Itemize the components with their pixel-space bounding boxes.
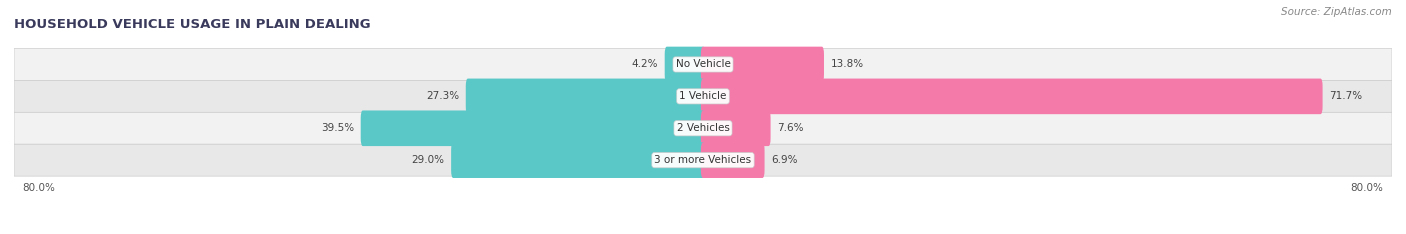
Text: 7.6%: 7.6% [778, 123, 804, 133]
FancyBboxPatch shape [700, 110, 770, 146]
Text: 4.2%: 4.2% [631, 59, 658, 69]
FancyBboxPatch shape [465, 79, 706, 114]
Text: 39.5%: 39.5% [321, 123, 354, 133]
FancyBboxPatch shape [700, 47, 824, 82]
Text: Source: ZipAtlas.com: Source: ZipAtlas.com [1281, 7, 1392, 17]
FancyBboxPatch shape [665, 47, 706, 82]
FancyBboxPatch shape [14, 112, 1392, 144]
FancyBboxPatch shape [451, 142, 706, 178]
Text: 13.8%: 13.8% [831, 59, 863, 69]
FancyBboxPatch shape [14, 144, 1392, 176]
Text: 71.7%: 71.7% [1329, 91, 1362, 101]
Text: 27.3%: 27.3% [426, 91, 460, 101]
Text: HOUSEHOLD VEHICLE USAGE IN PLAIN DEALING: HOUSEHOLD VEHICLE USAGE IN PLAIN DEALING [14, 18, 371, 31]
Text: 2 Vehicles: 2 Vehicles [676, 123, 730, 133]
Text: 80.0%: 80.0% [22, 183, 56, 193]
Text: 1 Vehicle: 1 Vehicle [679, 91, 727, 101]
Text: No Vehicle: No Vehicle [675, 59, 731, 69]
FancyBboxPatch shape [700, 79, 1323, 114]
FancyBboxPatch shape [361, 110, 706, 146]
FancyBboxPatch shape [700, 142, 765, 178]
FancyBboxPatch shape [14, 48, 1392, 80]
Text: 3 or more Vehicles: 3 or more Vehicles [654, 155, 752, 165]
Text: 80.0%: 80.0% [1350, 183, 1384, 193]
FancyBboxPatch shape [14, 80, 1392, 112]
Legend: Owner-occupied, Renter-occupied: Owner-occupied, Renter-occupied [583, 231, 823, 234]
Text: 6.9%: 6.9% [770, 155, 797, 165]
Text: 29.0%: 29.0% [412, 155, 444, 165]
